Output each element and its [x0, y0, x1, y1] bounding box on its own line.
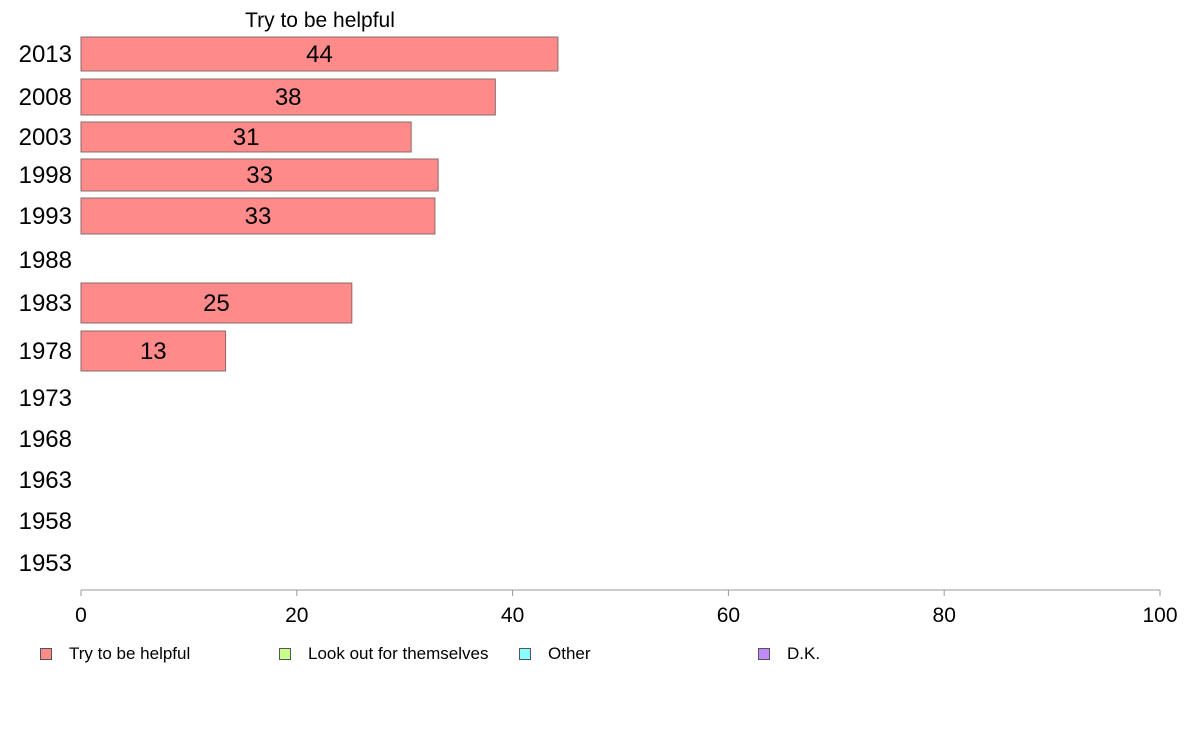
y-tick-label-1978: 1978: [19, 338, 72, 365]
bar-1983: [80, 282, 353, 324]
legend-item-look-out-for-themselves: Look out for themselves: [279, 643, 488, 665]
legend-swatch-dk: [758, 648, 770, 660]
y-tick-label-2013: 2013: [19, 41, 72, 68]
y-tick-label-1983: 1983: [19, 290, 72, 317]
x-tick-label-40: 40: [501, 604, 524, 627]
y-tick-label-2003: 2003: [19, 124, 72, 151]
legend-label: Look out for themselves: [308, 644, 489, 663]
legend: Try to be helpful Look out for themselve…: [0, 643, 1188, 665]
legend-label: Try to be helpful: [69, 644, 191, 663]
x-tick-label-100: 100: [1142, 604, 1177, 627]
legend-item-dk: D.K.: [758, 643, 820, 665]
data-label-2003: 31: [233, 124, 260, 151]
x-tick-label-0: 0: [75, 604, 87, 627]
legend-swatch-look-out-for-themselves: [279, 648, 291, 660]
data-label-1998: 33: [246, 162, 273, 189]
legend-swatch-other: [519, 648, 531, 660]
legend-item-other: Other: [519, 643, 591, 665]
y-tick-label-1998: 1998: [19, 162, 72, 189]
y-tick-label-1988: 1988: [19, 247, 72, 274]
y-tick-label-1968: 1968: [19, 426, 72, 453]
y-tick-label-1963: 1963: [19, 467, 72, 494]
data-label-2013: 44: [306, 41, 333, 68]
legend-label: D.K.: [787, 644, 821, 663]
chart-title: Try to be helpful: [245, 9, 395, 32]
bar-2013: [80, 36, 559, 72]
legend-item-try-to-be-helpful: Try to be helpful: [40, 643, 190, 665]
bar-1998: [80, 158, 439, 192]
legend-swatch-try-to-be-helpful: [40, 648, 52, 660]
y-tick-label-2008: 2008: [19, 84, 72, 111]
data-label-2008: 38: [275, 84, 302, 111]
bar-1993: [80, 197, 436, 235]
bar-2008: [80, 78, 496, 116]
y-axis-labels: 2013 2008 2003 1998 1993 1988 1983 1978 1973 1968…: [19, 41, 72, 577]
bar-1978: [80, 330, 227, 372]
data-label-1983: 25: [203, 290, 230, 317]
x-tick-label-20: 20: [285, 604, 308, 627]
data-label-1978: 13: [140, 338, 167, 365]
y-tick-label-1958: 1958: [19, 508, 72, 535]
bar-2003: [80, 121, 412, 153]
y-tick-label-1993: 1993: [19, 203, 72, 230]
y-tick-label-1953: 1953: [19, 550, 72, 577]
data-label-1993: 33: [245, 203, 272, 230]
x-axis: 0 20 40 60 80 100: [75, 589, 1178, 627]
x-tick-label-80: 80: [933, 604, 956, 627]
x-tick-label-60: 60: [717, 604, 740, 627]
legend-label: Other: [548, 644, 591, 663]
y-tick-label-1973: 1973: [19, 385, 72, 412]
